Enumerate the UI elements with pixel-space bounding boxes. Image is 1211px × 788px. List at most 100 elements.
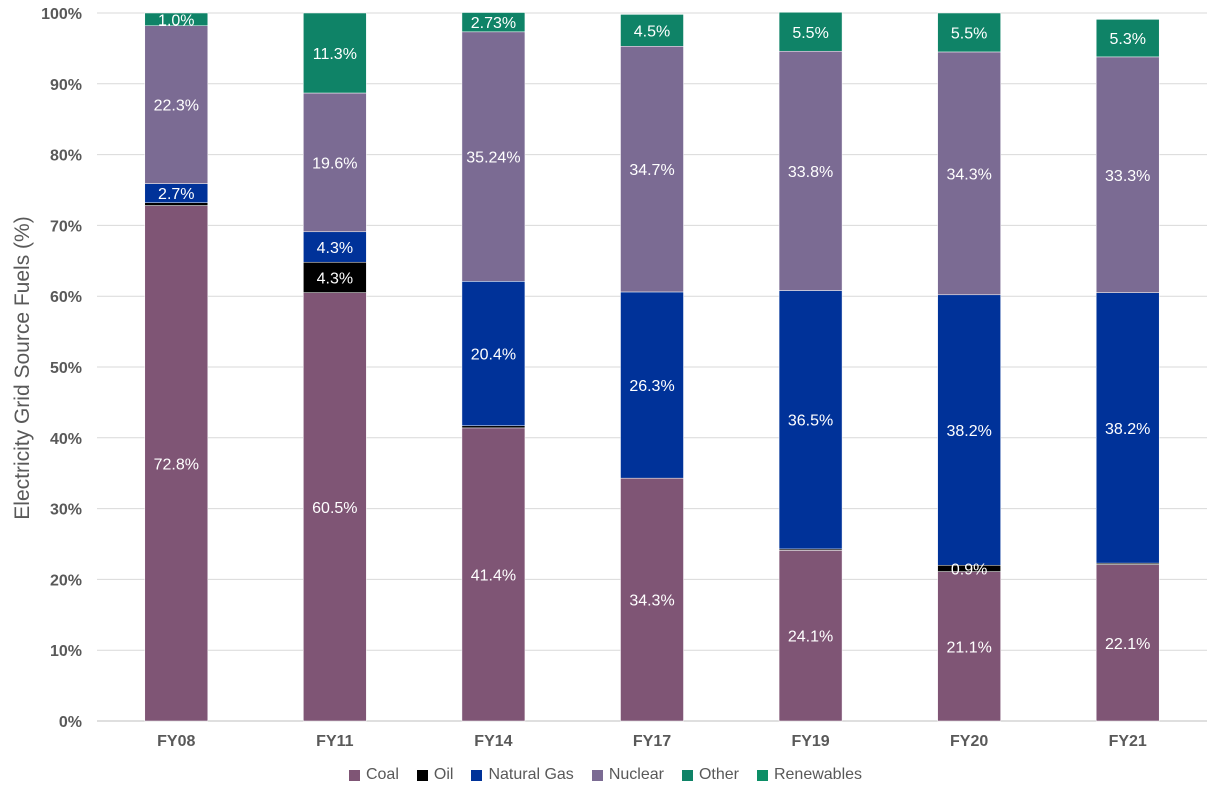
legend-item-other: Other bbox=[681, 766, 739, 784]
data-label: 33.8% bbox=[788, 164, 833, 181]
data-label: 26.3% bbox=[629, 378, 674, 395]
data-label: 60.5% bbox=[312, 500, 357, 517]
data-label: 5.3% bbox=[1109, 31, 1145, 48]
x-tick-label: FY14 bbox=[474, 733, 512, 750]
x-tick-label: FY21 bbox=[1109, 733, 1147, 750]
bar-segment-oil bbox=[303, 261, 367, 293]
y-tick-label: 70% bbox=[50, 218, 82, 235]
bar-segments bbox=[144, 12, 1160, 722]
legend-label: Coal bbox=[365, 766, 399, 783]
data-label: 38.2% bbox=[946, 423, 991, 440]
legend-swatch bbox=[756, 769, 768, 781]
data-label: 0.9% bbox=[951, 561, 987, 578]
bar-segment-nuclear bbox=[937, 51, 1001, 296]
data-label: 4.3% bbox=[317, 240, 353, 257]
x-tick-label: FY20 bbox=[950, 733, 988, 750]
data-label: 21.1% bbox=[946, 639, 991, 656]
y-tick-label: 90% bbox=[50, 77, 82, 94]
bar-segment-natural-gas bbox=[620, 291, 684, 479]
legend-swatch bbox=[591, 769, 603, 781]
data-label: 20.4% bbox=[471, 347, 516, 364]
data-label: 36.5% bbox=[788, 413, 833, 430]
x-tick-label: FY11 bbox=[316, 733, 353, 750]
data-label: 34.3% bbox=[629, 593, 674, 610]
y-tick-label: 20% bbox=[50, 572, 82, 589]
data-label: 5.5% bbox=[951, 25, 987, 42]
data-label: 38.2% bbox=[1105, 421, 1150, 438]
data-label: 33.3% bbox=[1105, 168, 1150, 185]
data-label: 72.8% bbox=[154, 456, 199, 473]
bar-segment-coal bbox=[620, 477, 684, 722]
data-label: 22.3% bbox=[154, 98, 199, 115]
legend-label: Oil bbox=[433, 766, 454, 783]
data-label: 1.0% bbox=[158, 12, 194, 29]
legend-swatch bbox=[471, 769, 483, 781]
data-label: 11.3% bbox=[313, 46, 357, 63]
bar-segment-other bbox=[144, 12, 209, 26]
x-axis-ticks: FY08 FY11 FY14 FY17 FY19 FY20 FY21 bbox=[157, 733, 1147, 750]
x-tick-label: FY17 bbox=[633, 733, 671, 750]
data-label: 34.7% bbox=[629, 162, 674, 179]
data-labels: 72.8% 2.7% 22.3% 1.0% 60.5% 4.3% 4.3% 19.6% 11.3… bbox=[154, 12, 1151, 656]
bar-segment-coal bbox=[1095, 564, 1160, 722]
data-label: 4.3% bbox=[317, 270, 353, 287]
y-tick-label: 80% bbox=[50, 148, 82, 165]
data-label: 4.5% bbox=[634, 23, 670, 40]
y-tick-label: 10% bbox=[50, 643, 82, 660]
x-tick-label: FY08 bbox=[157, 733, 195, 750]
bar-segment-coal bbox=[461, 427, 526, 722]
legend-item-nuclear: Nuclear bbox=[591, 766, 664, 784]
bar-segment-coal bbox=[144, 205, 209, 722]
data-label: 24.1% bbox=[788, 629, 833, 646]
y-tick-label: 100% bbox=[41, 6, 82, 23]
bar-segment-nuclear bbox=[144, 25, 209, 184]
bar-segment-nuclear bbox=[461, 31, 526, 282]
bar-segment-nuclear bbox=[1095, 56, 1160, 293]
legend-label: Nuclear bbox=[608, 766, 664, 783]
data-label: 41.4% bbox=[471, 567, 516, 584]
bar-segment-other bbox=[778, 12, 843, 52]
data-label: 2.73% bbox=[471, 15, 516, 32]
data-label: 2.7% bbox=[158, 186, 194, 203]
y-axis-ticks: 0% 10% 20% 30% 40% 50% 60% 70% 80% 90% 100% bbox=[41, 6, 82, 731]
legend-label: Other bbox=[698, 766, 739, 783]
legend-swatch bbox=[416, 769, 428, 781]
data-label: 5.5% bbox=[792, 25, 828, 42]
y-tick-label: 30% bbox=[50, 502, 82, 519]
legend: Coal Oil Natural Gas Nuclear Other Renewables bbox=[0, 766, 1211, 784]
bar-segment-natural-gas bbox=[937, 294, 1001, 566]
legend-label: Renewables bbox=[773, 766, 863, 783]
data-label: 35.24% bbox=[466, 150, 520, 167]
bar-segment-natural-gas bbox=[1095, 292, 1160, 564]
bar-segment-coal bbox=[937, 571, 1001, 722]
stacked-bar-chart: 72.8% 2.7% 22.3% 1.0% 60.5% 4.3% 4.3% 19.6% 11.3… bbox=[11, 6, 1207, 750]
y-tick-label: 60% bbox=[50, 289, 82, 306]
bar-segment-other bbox=[620, 14, 684, 47]
y-tick-label: 0% bbox=[59, 714, 82, 731]
bar-segment-coal bbox=[778, 550, 843, 722]
legend-item-natural-gas: Natural Gas bbox=[471, 766, 574, 784]
bar-segment-nuclear bbox=[778, 50, 843, 291]
y-axis-label: Electricity Grid Source Fuels (%) bbox=[11, 216, 34, 519]
bar-segment-natural-gas bbox=[778, 290, 843, 550]
data-label: 22.1% bbox=[1105, 636, 1150, 653]
legend-swatch bbox=[681, 769, 693, 781]
y-tick-label: 40% bbox=[50, 431, 82, 448]
data-label: 19.6% bbox=[312, 155, 357, 172]
bar-segment-natural-gas bbox=[461, 281, 526, 427]
legend-swatch bbox=[348, 769, 360, 781]
legend-item-oil: Oil bbox=[416, 766, 454, 784]
bar-segment-other bbox=[1095, 19, 1160, 58]
bar-segment-other bbox=[461, 12, 526, 33]
x-tick-label: FY19 bbox=[791, 733, 829, 750]
bar-segment-other bbox=[303, 12, 367, 94]
legend-label: Natural Gas bbox=[488, 766, 574, 783]
legend-item-coal: Coal bbox=[348, 766, 399, 784]
bar-segment-natural-gas bbox=[303, 231, 367, 263]
bar-segment-nuclear bbox=[303, 92, 367, 233]
bar-segment-nuclear bbox=[620, 46, 684, 293]
bar-segment-oil bbox=[461, 425, 526, 429]
bar-segment-coal bbox=[303, 292, 367, 722]
y-tick-label: 50% bbox=[50, 360, 82, 377]
legend-item-renewables: Renewables bbox=[756, 766, 863, 784]
